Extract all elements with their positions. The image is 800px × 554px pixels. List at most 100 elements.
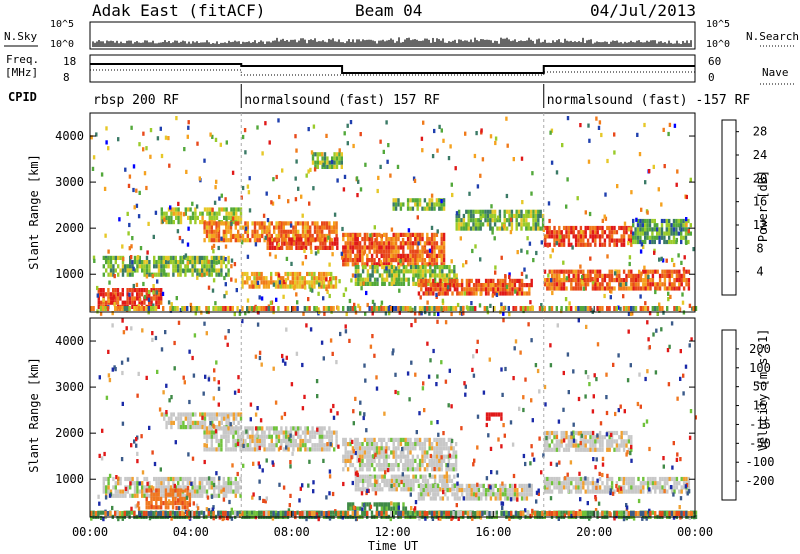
power-cell xyxy=(432,278,435,283)
power-cell xyxy=(639,231,642,236)
power-speckle xyxy=(568,301,571,306)
cpid-segment-label: rbsp 200 RF xyxy=(93,93,179,108)
power-cell xyxy=(639,223,642,228)
power-cell xyxy=(651,235,654,240)
velocity-cell xyxy=(179,492,182,497)
velocity-cell xyxy=(270,438,273,444)
velocity-cell xyxy=(215,434,218,439)
power-cell xyxy=(378,273,382,278)
velocity-cell xyxy=(468,483,471,488)
power-near-range-cell xyxy=(692,306,695,311)
power-speckle xyxy=(330,160,334,165)
velocity-cell xyxy=(453,487,456,492)
velocity-cell xyxy=(251,447,254,452)
power-cell xyxy=(109,264,113,269)
power-cell xyxy=(433,241,436,246)
power-cell xyxy=(273,225,276,230)
power-cell xyxy=(511,283,514,288)
power-cell xyxy=(326,156,329,161)
power-cell xyxy=(241,271,244,277)
power-cell xyxy=(430,249,434,254)
velocity-cell xyxy=(275,426,278,431)
power-speckle xyxy=(294,197,298,202)
velocity-cell xyxy=(630,447,633,452)
velocity-cell xyxy=(155,496,158,501)
velocity-cell xyxy=(632,476,635,482)
power-speckle xyxy=(526,250,529,255)
power-cell xyxy=(661,282,664,287)
power-cell xyxy=(290,245,293,250)
power-cell xyxy=(620,225,623,231)
power-near-range-cell xyxy=(258,306,261,311)
velocity-cell xyxy=(608,443,611,448)
power-cell xyxy=(424,283,428,288)
velocity-cell xyxy=(610,489,614,494)
power-cell xyxy=(387,262,391,267)
power-cell xyxy=(311,160,315,165)
velocity-cell xyxy=(390,467,393,472)
power-cell xyxy=(510,222,514,227)
velocity-cell xyxy=(199,425,202,430)
power-near-range-cell xyxy=(694,306,698,311)
velocity-cell xyxy=(649,489,652,494)
power-cell xyxy=(346,245,350,250)
velocity-cell xyxy=(361,463,364,468)
power-cell xyxy=(179,260,182,265)
power-near-range-cell xyxy=(118,306,122,311)
power-speckle xyxy=(412,277,415,282)
velocity-cell xyxy=(318,434,321,439)
power-cell xyxy=(253,280,256,285)
power-cell xyxy=(244,229,247,234)
power-speckle xyxy=(616,184,619,189)
power-speckle xyxy=(535,250,538,256)
velocity-cell xyxy=(133,489,137,494)
power-cell xyxy=(323,233,326,239)
velocity-cell xyxy=(321,443,324,448)
velocity-cell xyxy=(430,446,434,451)
power-cell xyxy=(433,232,436,237)
power-cell xyxy=(328,229,331,234)
power-cell xyxy=(189,255,192,260)
velocity-cell xyxy=(470,488,473,493)
power-cell xyxy=(467,218,470,223)
power-cell xyxy=(124,268,127,273)
power-cell xyxy=(474,226,478,231)
power-speckle xyxy=(647,274,650,280)
power-cell xyxy=(112,288,115,293)
power-cell xyxy=(527,209,530,214)
velocity-cell xyxy=(460,488,464,493)
power-cell xyxy=(276,245,279,250)
velocity-cell xyxy=(176,501,180,506)
power-speckle xyxy=(122,257,125,262)
velocity-cell xyxy=(170,425,173,430)
velocity-cell xyxy=(227,481,230,486)
velocity-cell xyxy=(414,446,417,451)
power-cell xyxy=(306,271,309,277)
power-near-range-cell xyxy=(313,306,316,311)
power-cell xyxy=(390,277,394,282)
power-speckle xyxy=(642,244,645,249)
power-cell xyxy=(346,262,350,267)
power-cell xyxy=(440,253,443,258)
colorbar-tick-label: 24 xyxy=(753,148,767,162)
power-near-range-cell xyxy=(555,306,558,311)
power-cell xyxy=(160,272,163,277)
power-cell xyxy=(266,245,269,250)
power-cell xyxy=(465,291,469,296)
power-near-range-cell xyxy=(315,306,318,311)
power-cell xyxy=(670,282,674,287)
power-cell xyxy=(548,269,551,274)
power-speckle xyxy=(209,132,212,137)
power-speckle xyxy=(270,200,273,205)
velocity-cell xyxy=(102,481,105,486)
velocity-cell xyxy=(555,447,559,452)
power-cell xyxy=(368,258,371,263)
power-cell xyxy=(503,226,506,231)
power-cell xyxy=(651,231,654,236)
power-speckle xyxy=(200,310,203,315)
velocity-cell xyxy=(506,492,509,497)
power-cell xyxy=(318,233,321,239)
power-cell xyxy=(213,233,216,239)
velocity-cell xyxy=(299,426,302,431)
power-speckle xyxy=(669,294,672,299)
